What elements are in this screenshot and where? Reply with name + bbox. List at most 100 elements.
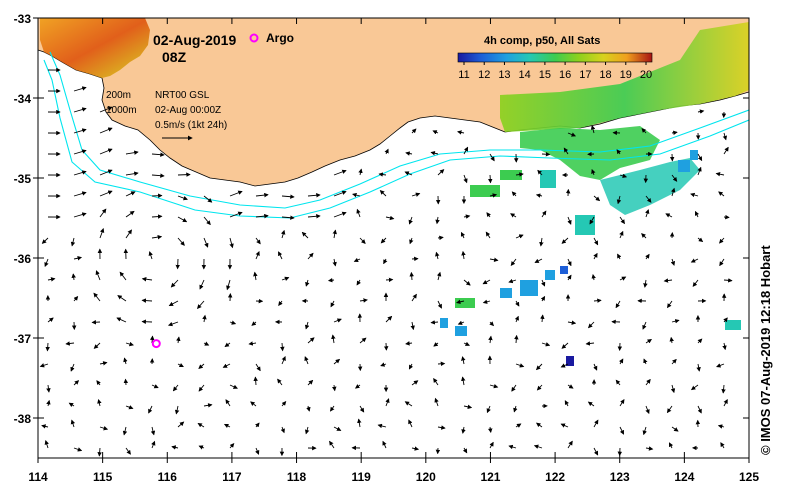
current-vector-arrow [541, 279, 546, 287]
current-vector-arrow [408, 363, 414, 370]
current-vector-arrow [280, 229, 286, 239]
current-vector-arrow [125, 447, 131, 455]
current-vector-arrow [307, 337, 315, 344]
current-vector-arrow [534, 258, 543, 263]
x-tick-label: 121 [480, 470, 500, 484]
current-vector-arrow [307, 214, 321, 219]
current-vector-arrow [251, 321, 257, 326]
current-vector-arrow [541, 342, 551, 347]
current-vector-arrow [172, 384, 179, 392]
current-vector-arrow [73, 86, 87, 92]
current-vector-arrow [333, 169, 347, 176]
current-vector-arrow [405, 151, 413, 156]
current-vector-arrow [203, 216, 211, 226]
current-vector-arrow [148, 405, 153, 414]
current-vector-arrow [68, 402, 75, 408]
current-vector-arrow [536, 384, 543, 391]
current-vector-arrow [619, 358, 624, 365]
current-vector-arrow [404, 171, 413, 176]
current-vector-arrow [670, 384, 676, 394]
current-vector-arrow [561, 342, 569, 349]
current-vector-arrow [125, 171, 139, 176]
current-vector-arrow [411, 192, 421, 197]
current-vector-arrow [99, 190, 113, 197]
current-vector-arrow [533, 444, 543, 449]
current-vector-arrow [593, 447, 599, 456]
current-vector-arrow [125, 341, 134, 347]
current-vector-arrow [619, 399, 625, 407]
current-vector-arrow [514, 334, 519, 344]
current-vector-arrow [47, 277, 56, 282]
current-vector-arrow [642, 426, 647, 436]
current-vector-arrow [333, 211, 347, 218]
current-vector-arrow [70, 363, 75, 372]
current-vector-arrow [463, 214, 471, 219]
current-vector-arrow [645, 253, 650, 260]
current-vector-arrow [433, 378, 439, 386]
current-vector-arrow [615, 300, 621, 309]
current-vector-field [39, 67, 733, 457]
current-vector-arrow [690, 192, 699, 198]
current-vector-arrow [170, 279, 179, 288]
current-vector-arrow [593, 419, 599, 428]
plot-area [38, 18, 749, 458]
current-vector-arrow [255, 447, 260, 455]
current-vector-arrow [229, 190, 243, 197]
current-vector-arrow [663, 278, 673, 283]
current-vector-arrow [671, 174, 678, 182]
current-vector-arrow [489, 383, 499, 389]
current-vector-arrow [666, 405, 673, 414]
inner-ticks [38, 18, 749, 458]
current-vector-arrow [408, 216, 413, 225]
current-vector-arrow [667, 300, 673, 309]
current-vector-arrow [70, 237, 76, 247]
current-vector-arrow [73, 170, 87, 176]
current-vector-arrow [281, 356, 286, 365]
current-vector-arrow [125, 229, 132, 239]
current-vector-arrow [508, 278, 517, 284]
x-tick-label: 123 [610, 470, 630, 484]
current-vector-arrow [329, 440, 335, 449]
current-vector-arrow [73, 447, 83, 452]
current-vector-arrow [489, 153, 495, 162]
current-vector-arrow [645, 209, 650, 218]
current-vector-arrow [488, 335, 493, 344]
current-vector-arrow [404, 401, 413, 407]
current-vector-arrow [536, 363, 543, 371]
current-vector-arrow [330, 405, 335, 412]
y-tick-label: -33 [14, 12, 32, 26]
y-tick-label: -35 [14, 172, 32, 186]
isobath-1000m-line [43, 59, 749, 219]
current-vector-arrow [489, 321, 494, 327]
current-vector-arrow [378, 172, 387, 177]
y-tick-label: -34 [14, 92, 32, 106]
isobath-1000m-label: 1000m [106, 105, 137, 116]
current-vector-arrow [150, 426, 156, 436]
current-vector-arrow [408, 419, 413, 428]
current-vector-arrow [202, 314, 207, 323]
current-vector-arrow [463, 341, 470, 346]
current-vector-arrow [411, 293, 417, 302]
current-vector-arrow [255, 363, 261, 372]
current-vector-arrow [199, 279, 205, 290]
current-vector-arrow [96, 380, 101, 386]
current-vector-arrow [719, 237, 725, 244]
current-vector-arrow [489, 441, 494, 449]
current-vector-arrow [463, 146, 469, 155]
current-vector-arrow [197, 423, 205, 428]
current-vector-arrow [482, 279, 491, 285]
current-vector-arrow [409, 237, 414, 245]
current-vector-arrow [99, 127, 113, 134]
current-vector-arrow [278, 300, 283, 306]
current-vector-arrow [73, 212, 87, 218]
current-vector-arrow [432, 130, 439, 135]
colorbar-tick-label: 16 [559, 69, 571, 81]
current-vector-arrow [645, 378, 651, 386]
current-vector-arrow [591, 168, 596, 176]
current-vector-arrow [352, 192, 361, 198]
current-vector-arrow [715, 171, 725, 177]
current-vector-arrow [641, 128, 647, 134]
current-vector-arrow [619, 276, 627, 281]
current-vector-arrow [73, 149, 87, 155]
